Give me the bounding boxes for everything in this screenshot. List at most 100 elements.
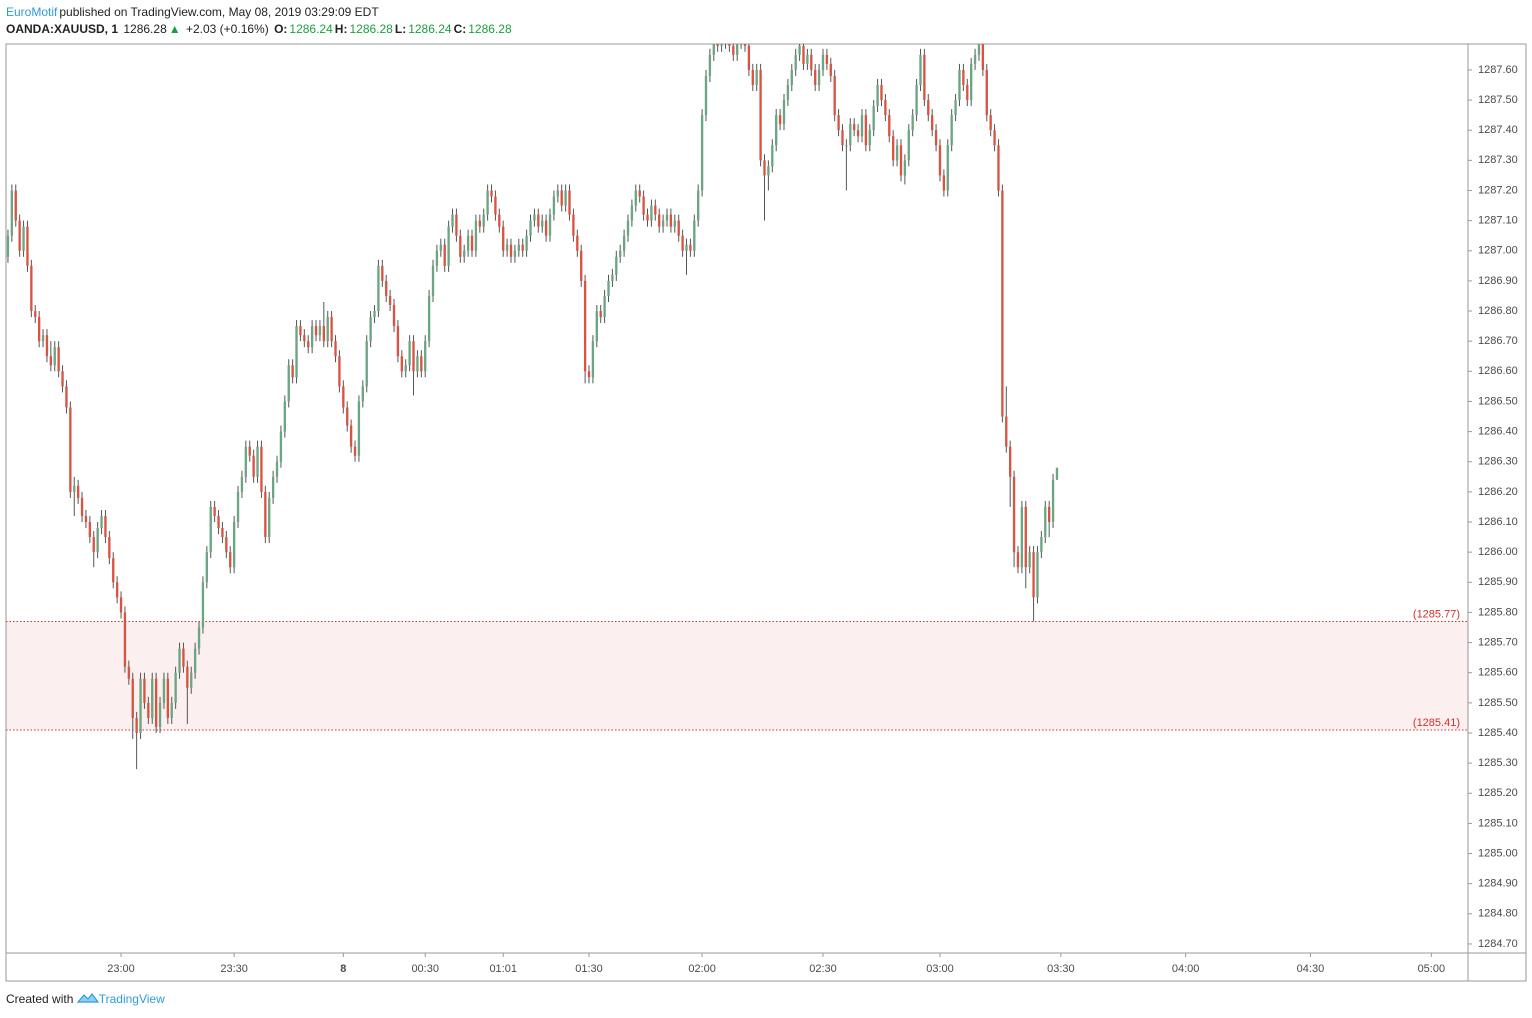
footer-brand[interactable]: TradingView xyxy=(98,992,165,1006)
ohlc-label: C: xyxy=(453,22,467,36)
ohlc-value: 1286.24 xyxy=(289,22,333,36)
x-tick-label: 04:00 xyxy=(1172,963,1200,975)
candle-body xyxy=(236,491,240,523)
candle-body xyxy=(326,317,329,342)
candle-body xyxy=(704,75,708,116)
candle-body xyxy=(654,205,657,215)
candle-body xyxy=(264,491,267,538)
candle-body xyxy=(1016,552,1020,568)
candle-body xyxy=(287,365,290,402)
candle-body xyxy=(470,235,474,251)
candle-body xyxy=(431,265,435,296)
candle-body xyxy=(353,446,357,456)
candle-body xyxy=(1005,416,1008,447)
candle-body xyxy=(790,69,793,85)
candle-body xyxy=(938,145,942,176)
candle-body xyxy=(310,326,314,348)
x-tick-label: 00:30 xyxy=(411,963,439,975)
candle-body xyxy=(825,54,829,64)
candle-body xyxy=(299,326,302,336)
x-tick-label: 8 xyxy=(340,963,346,975)
candle-body xyxy=(22,226,25,251)
candle-body xyxy=(802,45,805,64)
candle-body xyxy=(650,205,653,221)
candle-body xyxy=(182,648,185,667)
x-tick-label: 03:00 xyxy=(926,963,954,975)
candle-body xyxy=(564,190,567,206)
candle-body xyxy=(115,582,119,598)
candle-body xyxy=(782,100,786,125)
candle-body xyxy=(307,341,310,348)
candle-body xyxy=(817,69,821,85)
candle-body xyxy=(229,552,232,568)
change: +2.03 (+0.16%) xyxy=(185,22,269,36)
candle-body xyxy=(521,244,524,251)
y-tick-label: 1286.60 xyxy=(1478,365,1518,377)
candle-body xyxy=(338,356,341,387)
candle-body xyxy=(201,582,205,628)
candle-body xyxy=(80,497,84,516)
candle-body xyxy=(583,280,587,372)
candle-body xyxy=(131,678,134,718)
candle-body xyxy=(1036,552,1039,598)
candle-body xyxy=(607,280,610,296)
candle-body xyxy=(517,244,520,251)
plot-area xyxy=(6,44,1468,770)
candle-body xyxy=(568,190,571,215)
candle-body xyxy=(123,612,127,667)
candle-body xyxy=(346,407,349,426)
candle-body xyxy=(209,506,212,553)
candle-body xyxy=(895,145,899,161)
x-tick-label: 01:30 xyxy=(575,963,603,975)
candle-body xyxy=(728,44,731,46)
candle-body xyxy=(622,235,626,251)
candle-body xyxy=(884,100,887,116)
y-tick-label: 1286.90 xyxy=(1478,275,1518,287)
candle-body xyxy=(556,190,559,197)
candle-body xyxy=(143,678,146,703)
y-tick-label: 1287.30 xyxy=(1478,154,1518,166)
candle-body xyxy=(985,69,988,116)
candle-body xyxy=(1051,479,1055,523)
candle-body xyxy=(57,347,60,372)
candle-body xyxy=(463,250,466,257)
candle-body xyxy=(845,145,848,147)
y-tick-label: 1286.40 xyxy=(1478,425,1518,437)
candle-body xyxy=(283,401,286,432)
candle-body xyxy=(439,244,442,251)
candle-body xyxy=(1009,446,1012,477)
candle-body xyxy=(693,220,696,251)
candle-body xyxy=(689,244,692,251)
candle-body xyxy=(697,190,700,221)
candle-body xyxy=(170,702,173,718)
candle-body xyxy=(755,69,758,85)
candle-body xyxy=(256,446,259,477)
candle-body xyxy=(736,44,739,55)
footer: Created with TradingView xyxy=(6,992,165,1006)
x-tick-label: 05:00 xyxy=(1418,963,1446,975)
candle-body xyxy=(794,54,797,70)
candle-body xyxy=(486,190,489,215)
candle-body xyxy=(424,341,427,372)
x-tick-label: 23:30 xyxy=(220,963,248,975)
candle-body xyxy=(388,295,392,306)
candle-body xyxy=(279,431,283,462)
candle-body xyxy=(541,220,544,227)
candle-body xyxy=(396,326,400,357)
y-tick-label: 1285.00 xyxy=(1478,847,1518,859)
candle-body xyxy=(108,537,111,559)
candle-body xyxy=(634,190,637,206)
candle-body xyxy=(814,69,817,85)
candle-body xyxy=(349,425,353,447)
candle-body xyxy=(53,347,56,366)
author[interactable]: EuroMotif xyxy=(6,5,58,19)
candle-body xyxy=(837,115,840,131)
candle-body xyxy=(221,528,224,538)
last-price: 1286.28 xyxy=(123,22,167,36)
candle-body xyxy=(502,226,505,251)
candle-body xyxy=(872,106,875,131)
candle-body xyxy=(880,84,883,101)
candle-body xyxy=(1024,506,1027,568)
ohlc-label: H: xyxy=(334,22,348,36)
